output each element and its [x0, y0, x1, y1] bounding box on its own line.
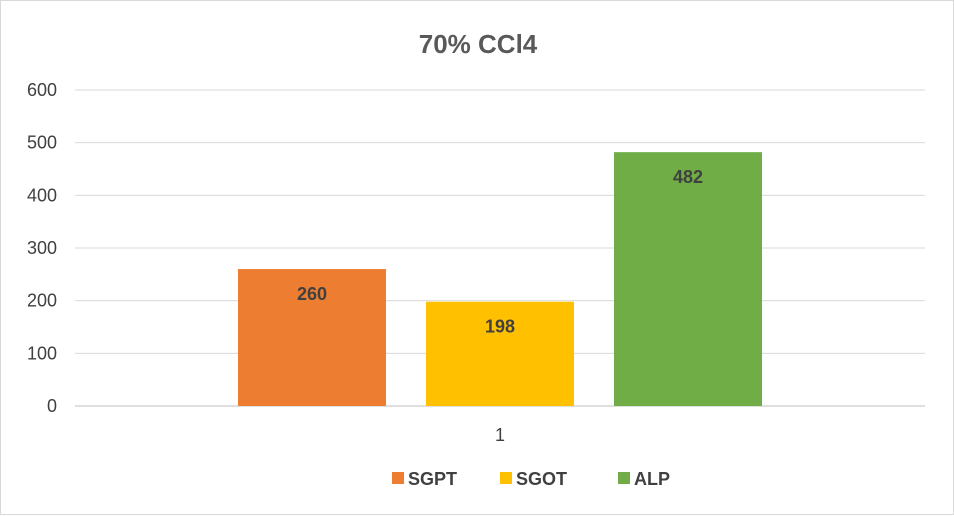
legend-swatch-sgot [500, 472, 512, 484]
x-axis: 1 [495, 425, 505, 445]
bars: 260 198 482 [238, 152, 762, 406]
data-label-sgpt: 260 [297, 284, 327, 304]
bar-sgot [426, 301, 574, 406]
bar-alp [614, 152, 762, 406]
data-label-sgot: 198 [485, 317, 515, 337]
bar-sgpt [238, 269, 386, 406]
legend-label-alp: ALP [634, 469, 670, 489]
legend-label-sgot: SGOT [516, 469, 567, 489]
legend-swatch-alp [618, 472, 630, 484]
x-tick-label: 1 [495, 425, 505, 445]
y-tick-label: 600 [27, 80, 57, 100]
gridlines [75, 89, 925, 407]
y-tick-label: 0 [47, 396, 57, 416]
data-label-alp: 482 [673, 167, 703, 187]
legend: SGPT SGOT ALP [392, 469, 670, 489]
legend-swatch-sgpt [392, 472, 404, 484]
y-tick-label: 200 [27, 291, 57, 311]
y-tick-label: 300 [27, 238, 57, 258]
y-tick-label: 100 [27, 343, 57, 363]
legend-label-sgpt: SGPT [408, 469, 457, 489]
y-tick-label: 400 [27, 185, 57, 205]
y-axis: 0 100 200 300 400 500 600 [27, 80, 57, 416]
y-tick-label: 500 [27, 133, 57, 153]
chart-title: 70% CCl4 [419, 29, 538, 59]
